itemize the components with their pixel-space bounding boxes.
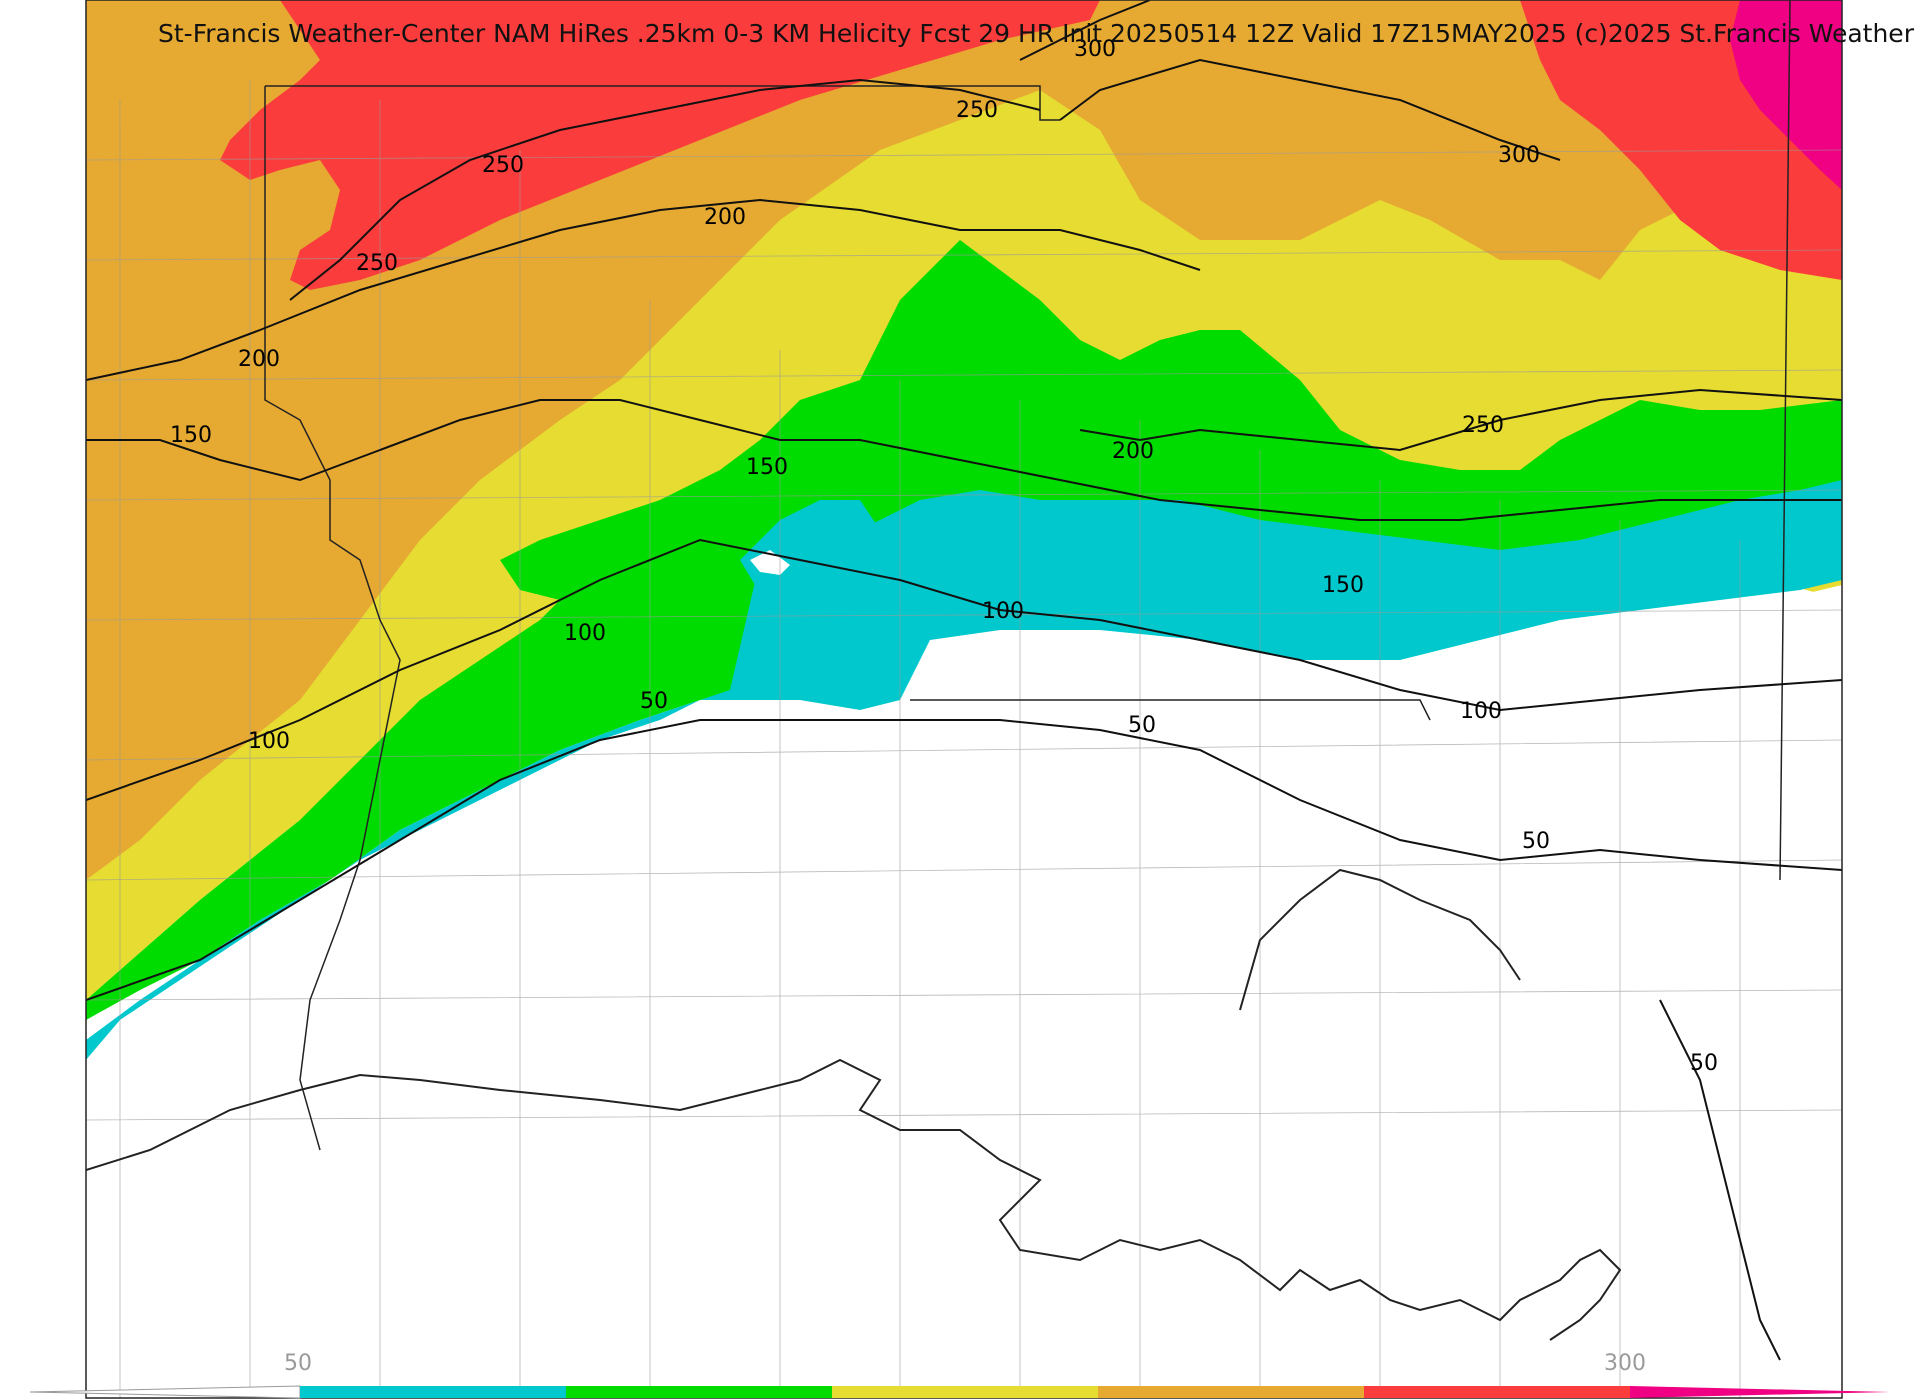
contour-label: 100 <box>1460 699 1502 724</box>
contour-label: 150 <box>1322 573 1364 598</box>
contour-label: 250 <box>482 153 524 178</box>
contour-label: 50 <box>1690 1051 1718 1076</box>
contour-label: 100 <box>982 599 1024 624</box>
contour-label: 200 <box>1112 439 1154 464</box>
contour-label: 150 <box>746 455 788 480</box>
contour-300 <box>1019 0 1151 61</box>
colorbar-bin-150-200 <box>832 1386 1098 1398</box>
contour-200-east <box>1079 388 1842 452</box>
contour-label: 300 <box>1074 37 1116 62</box>
band-50-100-inland <box>740 500 880 620</box>
map-title: St-Francis Weather-Center NAM HiRes .25k… <box>158 19 1915 48</box>
colorbar-bin-100-150 <box>566 1386 832 1398</box>
contour-200 <box>86 198 1201 381</box>
contour-label: 250 <box>1462 413 1504 438</box>
contour-50-south <box>1659 999 1781 1361</box>
band-50-100 <box>86 480 1842 1060</box>
low-helicity-area <box>86 585 1842 1398</box>
contour-label: 300 <box>1498 143 1540 168</box>
contour-labels: 300 250 250 250 200 200 150 150 200 300 … <box>170 37 1718 1076</box>
contour-100 <box>86 538 1842 801</box>
contour-label: 100 <box>564 621 606 646</box>
band-100-150 <box>86 240 1842 1020</box>
contour-label: 50 <box>1522 829 1550 854</box>
contour-label: 200 <box>704 205 746 230</box>
contour-label: 150 <box>170 423 212 448</box>
contour-label: 100 <box>248 729 290 754</box>
colorbar-min-label: 50 <box>284 1351 312 1376</box>
helicity-contours <box>86 0 1842 1361</box>
band-250-300-north <box>220 0 1100 290</box>
contour-250-east <box>1059 58 1561 161</box>
helicity-fill-layer <box>86 0 1842 1398</box>
contour-label: 200 <box>238 347 280 372</box>
coastline <box>86 868 1622 1341</box>
contour-label: 50 <box>1128 713 1156 738</box>
colorbar: 50 300 <box>29 1351 1890 1399</box>
contour-150 <box>86 399 1842 521</box>
contour-label: 50 <box>640 689 668 714</box>
contour-50 <box>86 719 1842 1001</box>
colorbar-max-label: 300 <box>1604 1351 1646 1376</box>
county-lines <box>86 80 1842 1398</box>
colorbar-right-arrow <box>1630 1386 1890 1398</box>
contour-250 <box>289 78 1041 301</box>
band-over-300 <box>1730 0 1842 190</box>
contour-label: 250 <box>356 251 398 276</box>
state-borders <box>264 0 1791 1151</box>
colorbar-bin-200-250 <box>1098 1386 1364 1398</box>
colorbar-bin-50-100 <box>300 1386 566 1398</box>
colorbar-bin-250-300 <box>1364 1386 1630 1398</box>
contour-label: 250 <box>956 98 998 123</box>
